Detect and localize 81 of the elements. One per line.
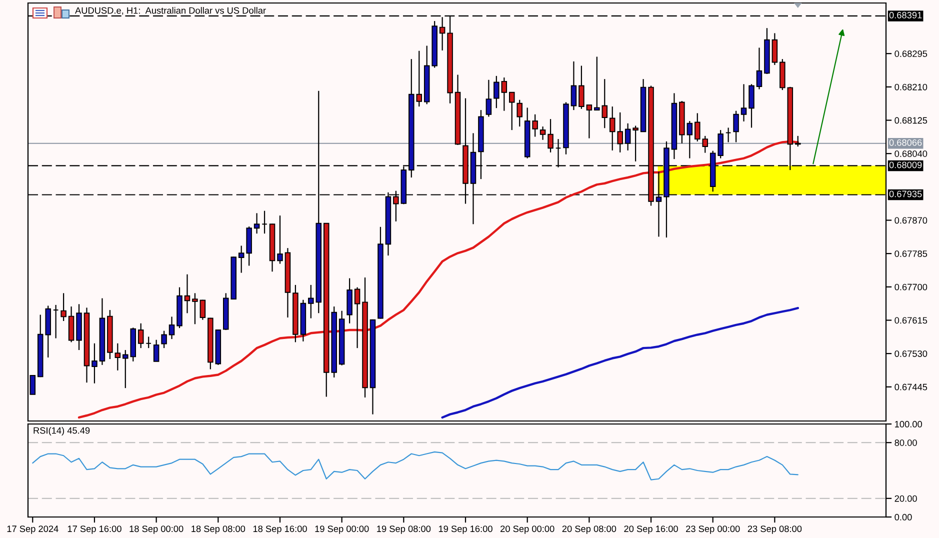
y-tick-label: 0.67445	[894, 384, 928, 390]
candlestick	[501, 76, 508, 112]
y-tick-label: 0.68295	[894, 50, 928, 57]
x-tick-label: 20 Sep 08:00	[562, 526, 616, 534]
candlestick	[262, 210, 268, 234]
candlestick	[238, 245, 244, 274]
candlestick	[68, 306, 74, 343]
y-tick-label: 80.00	[894, 440, 917, 446]
candlestick	[516, 99, 522, 128]
y-tick-label: 20.00	[894, 495, 917, 502]
candlestick	[200, 299, 206, 320]
ref-line-label: 0.68066	[889, 139, 922, 146]
candlestick	[548, 118, 554, 153]
x-tick-label: 19 Sep 08:00	[377, 526, 431, 534]
candlestick	[486, 79, 492, 118]
candlestick	[594, 56, 600, 111]
y-tick-label: 0.68210	[894, 84, 928, 90]
ref-line-label: 0.68391	[889, 12, 922, 18]
candlestick	[578, 65, 584, 110]
y-tick-label: 0.68125	[894, 117, 928, 124]
candlestick	[354, 286, 360, 349]
y-tick-label: 0.67530	[894, 350, 928, 357]
y-tick-label: 0.67870	[894, 217, 928, 224]
x-tick-label: 19 Sep 16:00	[438, 526, 492, 534]
candlestick	[686, 120, 693, 159]
candlestick	[153, 339, 160, 362]
candlestick	[254, 212, 260, 234]
candlestick	[740, 84, 747, 122]
y-tick-label: 0.67615	[894, 317, 928, 324]
x-tick-label: 19 Sep 00:00	[315, 526, 369, 534]
line-series	[441, 306, 799, 419]
candlestick	[748, 84, 754, 128]
y-tick-label: 0.00	[894, 514, 912, 520]
x-tick-label: 18 Sep 08:00	[192, 526, 246, 534]
candlestick	[277, 214, 283, 264]
ref-line-label: 0.68009	[889, 162, 922, 168]
candlestick	[756, 47, 762, 90]
y-tick-label: 0.67785	[894, 250, 928, 257]
candlestick	[609, 106, 616, 151]
candlestick	[439, 16, 446, 51]
candlestick	[632, 125, 638, 162]
candlestick	[52, 304, 59, 339]
y-tick-label: 100.00	[895, 420, 922, 428]
candlestick	[509, 91, 515, 131]
candlestick	[718, 129, 724, 159]
ref-line-label: 0.67935	[889, 190, 922, 198]
candlestick	[570, 60, 577, 111]
line-series	[32, 451, 798, 480]
candlestick	[532, 114, 538, 138]
candlestick	[624, 122, 631, 151]
candlestick	[617, 112, 623, 153]
candlestick	[146, 336, 152, 349]
candlestick	[161, 330, 167, 349]
candlestick	[308, 284, 314, 319]
candlestick	[772, 32, 778, 66]
chart-title: AUDUSD.e, H1: Australian Dollar vs US Dollar	[75, 7, 266, 15]
candlestick	[184, 274, 190, 314]
y-tick-label: 0.68040	[894, 150, 928, 157]
x-tick-label: 18 Sep 16:00	[253, 526, 307, 534]
candlestick	[733, 110, 739, 143]
x-tick-label: 20 Sep 00:00	[500, 526, 554, 534]
candlestick	[192, 292, 198, 325]
chart-title: RSI(14) 45.49	[34, 427, 90, 436]
y-tick-label: 0.67700	[894, 284, 928, 290]
candlestick	[586, 104, 592, 139]
x-tick-label: 23 Sep 08:00	[748, 526, 802, 534]
x-tick-label: 20 Sep 16:00	[624, 526, 678, 534]
x-tick-label: 23 Sep 00:00	[686, 526, 740, 534]
candlestick	[795, 135, 801, 148]
candlestick	[494, 75, 500, 109]
candlestick	[602, 78, 608, 129]
candlestick	[168, 316, 175, 340]
candlestick	[725, 127, 732, 143]
x-tick-label: 17 Sep 2024	[7, 526, 58, 534]
x-tick-label: 18 Sep 00:00	[130, 526, 184, 534]
candlestick	[114, 342, 121, 371]
candlestick	[60, 292, 66, 322]
candlestick	[540, 126, 546, 140]
x-tick-label: 17 Sep 16:00	[68, 526, 122, 534]
candlestick	[92, 342, 98, 384]
candlestick	[138, 322, 144, 349]
